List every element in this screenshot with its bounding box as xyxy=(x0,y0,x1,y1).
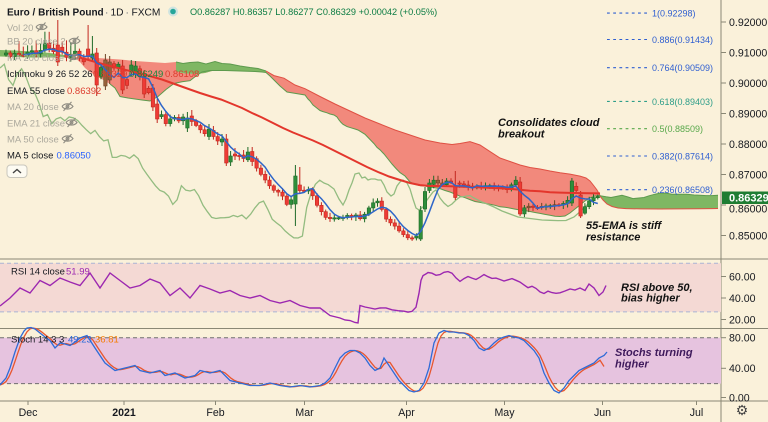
svg-text:0.86392: 0.86392 xyxy=(67,86,101,97)
svg-text:Euro / British Pound: Euro / British Pound xyxy=(7,8,104,19)
svg-text:0.236(0.86508): 0.236(0.86508) xyxy=(652,185,713,195)
svg-text:·: · xyxy=(126,8,129,19)
svg-text:Stoch 14 3 3: Stoch 14 3 3 xyxy=(11,335,64,346)
svg-text:0.886(0.91434): 0.886(0.91434) xyxy=(652,35,713,45)
svg-text:51.99: 51.99 xyxy=(66,267,90,278)
svg-text:36.81: 36.81 xyxy=(95,335,119,346)
svg-text:MA 50 close: MA 50 close xyxy=(7,134,59,145)
svg-text:2021: 2021 xyxy=(112,407,136,419)
svg-text:Ichimoku 9 26 52 26: Ichimoku 9 26 52 26 xyxy=(7,69,93,80)
svg-text:FXCM: FXCM xyxy=(132,8,161,19)
svg-text:0.86249: 0.86249 xyxy=(129,69,163,80)
svg-text:Mar: Mar xyxy=(295,407,314,419)
svg-text:Apr: Apr xyxy=(398,407,415,419)
svg-text:0.5(0.88509): 0.5(0.88509) xyxy=(652,124,703,134)
svg-text:80.00: 80.00 xyxy=(729,333,756,345)
svg-text:O0.86287 H0.86357 L0.86277 C0.: O0.86287 H0.86357 L0.86277 C0.86329 +0.0… xyxy=(190,7,437,17)
svg-text:MA 5 close: MA 5 close xyxy=(7,151,53,162)
svg-text:Jun: Jun xyxy=(594,407,611,419)
svg-text:0.764(0.90509): 0.764(0.90509) xyxy=(652,63,713,73)
svg-text:0.618(0.89403): 0.618(0.89403) xyxy=(652,97,713,107)
svg-text:Dec: Dec xyxy=(19,407,39,419)
svg-text:MA 20 close: MA 20 close xyxy=(7,102,59,113)
svg-text:20.00: 20.00 xyxy=(729,314,756,326)
svg-text:0.86108: 0.86108 xyxy=(165,69,199,80)
svg-text:40.00: 40.00 xyxy=(729,293,756,305)
svg-text:BB 20 close 2: BB 20 close 2 xyxy=(7,37,66,48)
svg-text:0.86050: 0.86050 xyxy=(57,151,91,162)
svg-text:Vol 20: Vol 20 xyxy=(7,23,33,34)
svg-text:Feb: Feb xyxy=(206,407,224,419)
svg-text:0.86329: 0.86329 xyxy=(729,193,768,205)
svg-text:Jul: Jul xyxy=(690,407,704,419)
svg-text:49.23: 49.23 xyxy=(68,335,92,346)
svg-text:RSI 14 close: RSI 14 close xyxy=(11,267,65,278)
svg-text:0.87000: 0.87000 xyxy=(729,169,767,181)
svg-text:⚙: ⚙ xyxy=(736,402,749,418)
svg-text:·: · xyxy=(105,8,108,19)
svg-text:0.382(0.87614): 0.382(0.87614) xyxy=(652,152,713,162)
svg-text:0.90000: 0.90000 xyxy=(729,78,767,90)
svg-text:0.86329: 0.86329 xyxy=(93,69,127,80)
svg-text:0.91000: 0.91000 xyxy=(729,47,767,59)
svg-text:EMA 21 close: EMA 21 close xyxy=(7,118,65,129)
svg-text:0.86000: 0.86000 xyxy=(729,203,767,215)
svg-text:RSI above 50,bias higher: RSI above 50, bias higher xyxy=(621,282,693,305)
svg-text:0.85000: 0.85000 xyxy=(729,230,767,242)
svg-text:1(0.92298): 1(0.92298) xyxy=(652,9,696,19)
svg-text:May: May xyxy=(494,407,515,419)
svg-text:EMA 55 close: EMA 55 close xyxy=(7,86,65,97)
svg-text:0.88000: 0.88000 xyxy=(729,139,767,151)
svg-text:60.00: 60.00 xyxy=(729,271,756,283)
svg-text:0.00: 0.00 xyxy=(729,392,750,404)
svg-text:40.00: 40.00 xyxy=(729,363,756,375)
svg-text:0.89000: 0.89000 xyxy=(729,108,767,120)
svg-text:1D: 1D xyxy=(111,8,124,19)
svg-text:0.92000: 0.92000 xyxy=(729,17,767,29)
svg-text:MA 200 close: MA 200 close xyxy=(7,53,64,64)
